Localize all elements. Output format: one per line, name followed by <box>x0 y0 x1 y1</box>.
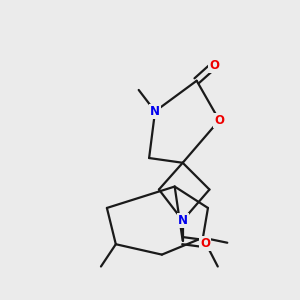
Text: O: O <box>200 237 210 250</box>
Text: N: N <box>178 214 188 227</box>
Text: O: O <box>209 59 219 72</box>
Text: N: N <box>150 105 160 118</box>
Text: O: O <box>214 114 224 127</box>
